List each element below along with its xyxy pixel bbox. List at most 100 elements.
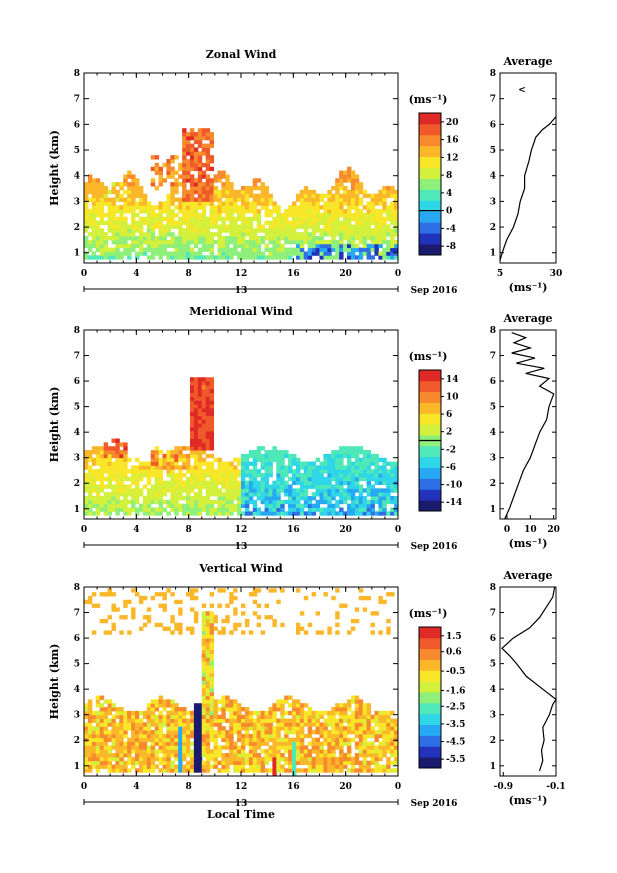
heatmap-cell [335,209,340,214]
average-x-tick-label: 5 [497,269,503,279]
heatmap-cell [103,756,109,762]
heatmap-cell [335,453,340,459]
heatmap-cell [295,197,301,202]
heatmap-cell [174,170,179,175]
heatmap-cell [162,232,167,237]
heatmap-cell [315,737,320,743]
heatmap-cell [343,212,348,218]
heatmap-cell [260,236,266,241]
heatmap-cell [374,730,379,735]
heatmap-cell [186,205,191,210]
heatmap-cell [158,182,163,187]
heatmap-cell [91,603,97,608]
heatmap-cell [178,718,183,723]
heatmap-cell [201,687,207,693]
heatmap-cell [339,446,344,451]
heatmap-cell [189,384,195,390]
heatmap-cell [201,499,207,505]
heatmap-cell [229,461,234,466]
heatmap-cell [182,209,187,214]
heatmap-cell [276,255,281,260]
heatmap-cell [158,718,163,723]
heatmap-cell [331,760,336,766]
heatmap-cell [209,653,215,658]
heatmap-cell [335,461,340,466]
heatmap-cell [280,251,285,256]
heatmap-cell [197,407,203,413]
heatmap-cell [138,488,144,493]
heatmap-cell [209,465,215,470]
heatmap-cell [233,469,238,474]
heatmap-cell [205,407,211,413]
heatmap-cell [193,147,199,152]
heatmap-cell [189,255,195,260]
heatmap-cell [346,507,352,512]
y-tick-label: 1 [74,505,80,515]
heatmap-cell [327,488,332,493]
heatmap-cell [362,714,368,720]
heatmap-cell [311,228,317,233]
heatmap-cell [209,166,215,172]
heatmap-cell [260,710,266,716]
heatmap-cell [111,745,116,750]
heatmap-cell [394,189,399,195]
heatmap-cell [276,212,281,218]
heatmap-cell [115,232,120,237]
heatmap-cell [123,753,128,758]
heatmap-cell [205,189,211,195]
heatmap-cell [131,745,136,750]
heatmap-cell [115,193,120,199]
heatmap-cell [166,764,171,769]
heatmap-cell [103,745,109,750]
heatmap-cell [103,499,109,505]
heatmap-cell [186,162,191,168]
heatmap-cell [327,733,332,739]
heatmap-cell [343,193,348,199]
heatmap-cell [358,457,364,463]
heatmap-cell [244,197,250,202]
heatmap-cell [327,469,332,474]
heatmap-cell [284,469,289,474]
heatmap-cell [193,730,199,735]
heatmap-cell [193,764,199,769]
heatmap-cell [354,710,360,716]
colorbar-tick-label: 0.6 [446,648,462,658]
heatmap-cell [111,197,116,202]
heatmap-cell [299,247,305,252]
heatmap-cell [358,236,364,241]
heatmap-cell [99,714,105,720]
heatmap-cell [366,457,372,463]
heatmap-cell [131,615,136,620]
heatmap-cell [225,255,230,260]
heatmap-cell [229,511,234,516]
heatmap-cell [221,480,226,486]
heatmap-cell [103,503,109,509]
heatmap-cell [217,193,222,199]
heatmap-cell [354,243,360,249]
heatmap-cell [225,730,230,735]
heatmap-cell [299,707,305,712]
heatmap-cell [95,446,101,451]
heatmap-cell [272,718,277,723]
heatmap-cell [135,212,140,218]
heatmap-cell [189,185,195,191]
heatmap-cell [244,714,250,720]
heatmap-cell [197,730,203,735]
heatmap-cell [119,714,124,720]
heatmap-cell [319,753,324,758]
heatmap-cell [197,159,203,164]
heatmap-cell [95,764,101,769]
heatmap-cell [193,615,199,620]
heatmap-cell [154,446,160,451]
heatmap-cell [362,703,368,708]
heatmap-cell [186,511,191,516]
heatmap-cell [197,733,203,739]
heatmap-cell [150,730,156,735]
heatmap-cell [378,756,383,762]
heatmap-cell [131,209,136,214]
heatmap-cell [260,714,266,720]
heatmap-cell [354,707,360,712]
heatmap-cell [127,753,132,758]
heatmap-cell [209,132,215,137]
heatmap-cell [142,760,148,766]
